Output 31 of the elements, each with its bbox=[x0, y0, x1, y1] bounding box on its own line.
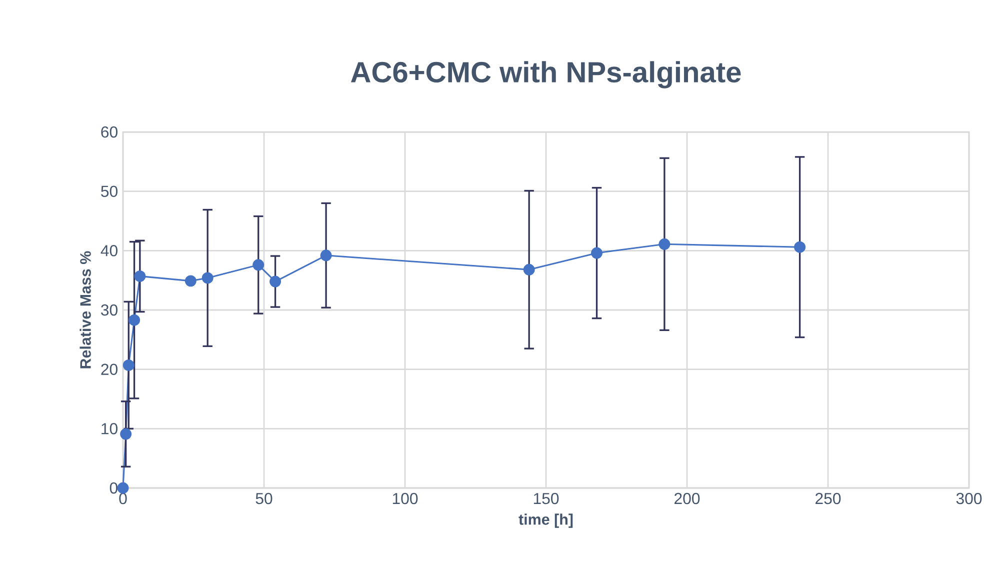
point bbox=[270, 276, 282, 288]
x-tick-label: 150 bbox=[534, 492, 559, 504]
point bbox=[591, 247, 603, 259]
y-tick-label: 10 bbox=[102, 423, 118, 434]
point bbox=[117, 482, 129, 494]
y-tick-label: 60 bbox=[101, 126, 118, 138]
point bbox=[122, 359, 134, 371]
x-tick-label: 300 bbox=[956, 492, 982, 504]
x-tick-label: 100 bbox=[392, 492, 418, 504]
x-tick-label: 200 bbox=[674, 492, 700, 504]
point bbox=[120, 428, 132, 440]
point bbox=[320, 250, 332, 262]
y-tick-label: 50 bbox=[101, 186, 118, 197]
point bbox=[252, 259, 264, 271]
y-axis-title: Relative Mass % bbox=[80, 251, 91, 368]
y-tick-label: 40 bbox=[100, 245, 118, 256]
point bbox=[523, 264, 535, 276]
point bbox=[794, 241, 806, 253]
y-tick-label: 0 bbox=[110, 482, 118, 494]
chart-title: AC6+CMC with NPs-alginate bbox=[350, 61, 741, 88]
y-tick-label: 30 bbox=[101, 304, 118, 316]
point bbox=[128, 314, 140, 326]
x-tick-label: 0 bbox=[119, 492, 127, 504]
point bbox=[658, 238, 670, 250]
point bbox=[184, 275, 196, 287]
x-tick-label: 50 bbox=[256, 492, 272, 504]
x-tick-label: 250 bbox=[816, 492, 841, 504]
y-tick-label: 20 bbox=[101, 364, 118, 375]
x-axis-title: time [h] bbox=[518, 514, 573, 528]
point bbox=[134, 270, 146, 282]
point bbox=[202, 272, 214, 284]
